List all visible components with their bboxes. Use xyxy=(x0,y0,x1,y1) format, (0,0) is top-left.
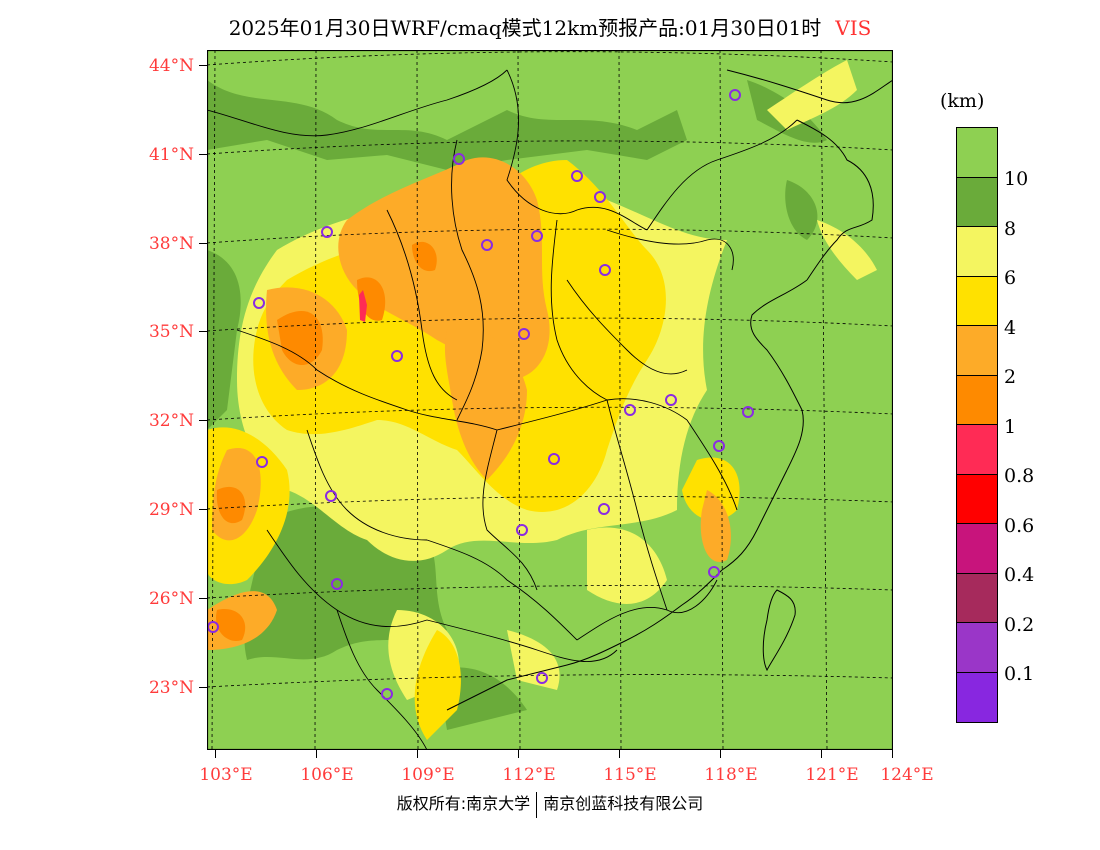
lon-label-109: 109°E xyxy=(401,765,455,785)
lat-label-38: 38°N xyxy=(148,234,194,254)
lat-label-44: 44°N xyxy=(148,56,194,76)
station-marker xyxy=(594,191,606,203)
lon-tick xyxy=(619,750,620,758)
legend-swatch xyxy=(957,128,997,178)
graticule xyxy=(207,50,893,750)
station-marker xyxy=(531,230,543,242)
copyright-right: 南京创蓝科技有限公司 xyxy=(543,794,704,813)
lon-tick xyxy=(892,750,893,758)
footer-divider xyxy=(536,791,538,818)
legend-label: 0.4 xyxy=(1004,564,1035,586)
variable-label: VIS xyxy=(835,16,872,40)
legend-swatch xyxy=(957,474,997,524)
legend-colorbar xyxy=(956,127,998,723)
lat-label-41: 41°N xyxy=(148,145,194,165)
legend-swatch xyxy=(957,276,997,326)
station-marker xyxy=(481,239,493,251)
lat-tick xyxy=(199,243,207,244)
copyright-footer: 版权所有:南京大学 南京创蓝科技有限公司 xyxy=(0,790,1100,818)
legend-swatch xyxy=(957,326,997,376)
lat-tick xyxy=(199,331,207,332)
lon-label-121: 121°E xyxy=(805,765,859,785)
legend-label: 10 xyxy=(1004,168,1029,190)
station-marker xyxy=(713,440,725,452)
legend-label: 0.8 xyxy=(1004,465,1035,487)
map-title: 2025年01月30日WRF/cmaq模式12km预报产品:01月30日01时 V… xyxy=(0,12,1100,41)
station-marker xyxy=(665,394,677,406)
legend-label: 1 xyxy=(1004,416,1017,438)
station-marker xyxy=(453,153,465,165)
station-marker xyxy=(729,89,741,101)
lat-label-23: 23°N xyxy=(148,678,194,698)
province-boundaries xyxy=(207,69,798,750)
lon-tick xyxy=(518,750,519,758)
legend-label: 2 xyxy=(1004,366,1017,388)
lon-label-103: 103°E xyxy=(199,765,253,785)
visibility-map xyxy=(207,50,893,750)
station-marker xyxy=(381,688,393,700)
station-marker xyxy=(598,503,610,515)
station-marker xyxy=(321,226,333,238)
station-markers xyxy=(207,89,754,700)
station-marker xyxy=(536,672,548,684)
lat-tick xyxy=(199,65,207,66)
legend-label: 8 xyxy=(1004,218,1017,240)
legend-label: 4 xyxy=(1004,317,1017,339)
legend-swatch xyxy=(957,524,997,574)
station-marker xyxy=(516,524,528,536)
station-marker xyxy=(708,566,720,578)
legend-swatch xyxy=(957,573,997,623)
lat-tick xyxy=(199,154,207,155)
lon-tick xyxy=(821,750,822,758)
coastline xyxy=(446,119,874,711)
legend-unit: (km) xyxy=(940,90,985,112)
legend-label: 6 xyxy=(1004,267,1017,289)
lon-label-115: 115°E xyxy=(603,765,657,785)
vis-0.8-1-spot xyxy=(359,290,367,322)
lon-tick xyxy=(215,750,216,758)
lon-label-112: 112°E xyxy=(502,765,556,785)
map-frame xyxy=(207,50,893,750)
copyright-left: 版权所有:南京大学 xyxy=(396,794,531,813)
lon-tick xyxy=(316,750,317,758)
legend-swatch xyxy=(957,375,997,425)
legend-swatch xyxy=(957,672,997,722)
title-text: 2025年01月30日WRF/cmaq模式12km预报产品:01月30日01时 xyxy=(228,16,822,40)
legend-label: 0.6 xyxy=(1004,515,1035,537)
legend-swatch xyxy=(957,177,997,227)
station-marker xyxy=(624,404,636,416)
national-border xyxy=(726,69,893,104)
station-marker xyxy=(571,170,583,182)
station-marker xyxy=(391,350,403,362)
lat-label-35: 35°N xyxy=(148,322,194,342)
legend-swatch xyxy=(957,425,997,475)
station-marker xyxy=(331,578,343,590)
lon-label-106: 106°E xyxy=(300,765,354,785)
legend-swatch xyxy=(957,227,997,277)
station-marker xyxy=(518,328,530,340)
station-marker xyxy=(325,490,337,502)
lon-tick xyxy=(720,750,721,758)
lat-label-26: 26°N xyxy=(148,589,194,609)
lat-tick xyxy=(199,598,207,599)
lon-label-124: 124°E xyxy=(880,765,934,785)
lat-tick xyxy=(199,687,207,688)
lat-label-29: 29°N xyxy=(148,500,194,520)
legend-label: 0.2 xyxy=(1004,614,1035,636)
station-marker xyxy=(548,453,560,465)
lat-tick xyxy=(199,509,207,510)
station-marker xyxy=(253,297,265,309)
lat-tick xyxy=(199,420,207,421)
station-marker xyxy=(742,406,754,418)
station-marker xyxy=(599,264,611,276)
legend-swatch xyxy=(957,623,997,673)
legend-label: 0.1 xyxy=(1004,663,1035,685)
lon-label-118: 118°E xyxy=(704,765,758,785)
lat-label-32: 32°N xyxy=(148,411,194,431)
lon-tick xyxy=(417,750,418,758)
station-marker xyxy=(256,456,268,468)
